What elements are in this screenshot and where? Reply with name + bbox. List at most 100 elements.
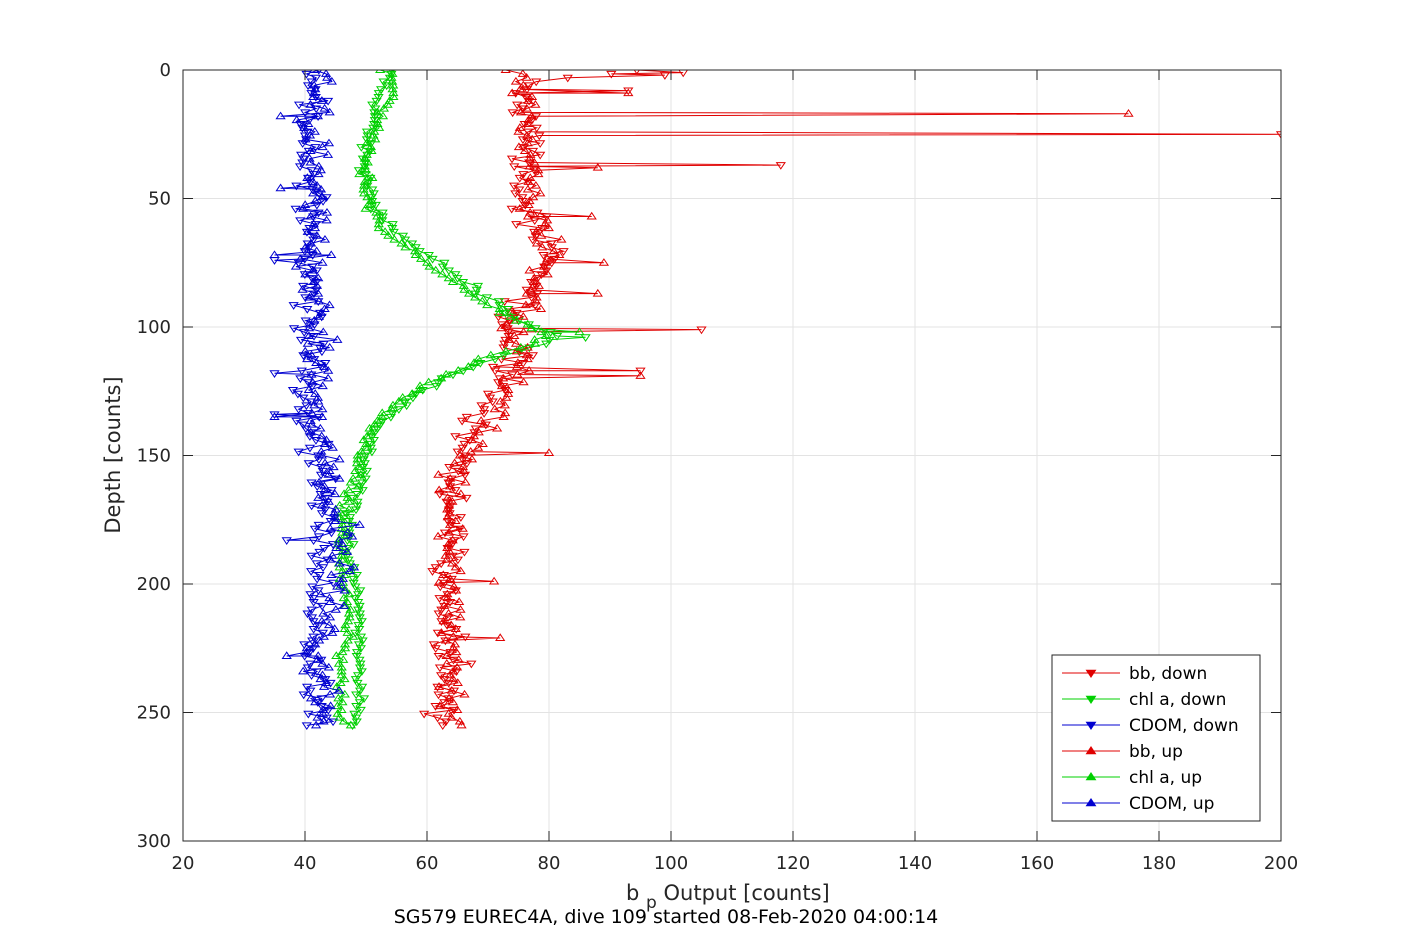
legend: bb, down chl a, down CDOM, down bb, up chl a… xyxy=(1051,654,1261,822)
data-point xyxy=(450,433,461,441)
data-point xyxy=(307,265,319,274)
data-point xyxy=(512,101,523,110)
legend-marker xyxy=(1085,798,1097,807)
data-point xyxy=(520,300,532,309)
data-point xyxy=(452,678,463,686)
data-point xyxy=(367,101,378,110)
data-point xyxy=(435,583,446,592)
data-point xyxy=(317,629,329,638)
data-point xyxy=(293,101,305,110)
data-point xyxy=(522,211,534,220)
data-point xyxy=(301,70,312,79)
plot-area xyxy=(269,70,1281,731)
x-tick-label: 140 xyxy=(898,853,932,874)
data-point xyxy=(312,699,323,707)
data-point xyxy=(448,643,459,652)
data-point xyxy=(386,404,397,413)
x-tick-label: 100 xyxy=(654,853,688,874)
data-point xyxy=(354,625,365,634)
data-point xyxy=(441,651,452,659)
data-point xyxy=(529,339,541,347)
data-point xyxy=(298,204,309,212)
data-point xyxy=(379,227,391,235)
data-point xyxy=(331,651,342,659)
data-point xyxy=(432,629,443,638)
x-axis-label: b p Output [counts] xyxy=(626,881,830,913)
data-point xyxy=(423,377,434,386)
data-point xyxy=(357,464,369,472)
data-point xyxy=(410,250,421,259)
data-point xyxy=(494,302,505,310)
data-point xyxy=(356,668,367,677)
data-point xyxy=(361,138,372,147)
data-point xyxy=(297,124,308,133)
data-point xyxy=(375,86,387,94)
data-point xyxy=(442,504,453,513)
data-point xyxy=(535,151,546,160)
data-point xyxy=(312,483,323,492)
data-point xyxy=(530,113,542,121)
data-point xyxy=(306,552,317,561)
data-point xyxy=(447,697,459,706)
data-point xyxy=(360,443,372,451)
data-point xyxy=(324,342,335,351)
data-point xyxy=(366,196,377,205)
data-point xyxy=(325,679,336,688)
data-point xyxy=(518,377,529,386)
data-point xyxy=(311,246,322,255)
data-point xyxy=(307,595,319,603)
data-point xyxy=(507,88,518,97)
data-point xyxy=(440,718,452,727)
data-point xyxy=(523,366,535,374)
data-point xyxy=(348,575,359,584)
data-point xyxy=(427,255,438,264)
data-point xyxy=(424,261,435,270)
data-point xyxy=(364,147,376,156)
data-point xyxy=(490,367,501,376)
data-point xyxy=(348,541,359,549)
data-point xyxy=(329,512,340,521)
data-point xyxy=(310,697,321,706)
data-point xyxy=(369,126,380,135)
data-point xyxy=(352,454,363,463)
data-point xyxy=(306,502,317,511)
data-point xyxy=(309,223,321,232)
series-bb-up xyxy=(432,70,1134,729)
data-point xyxy=(444,547,455,555)
data-point xyxy=(310,144,321,152)
data-point xyxy=(446,712,457,721)
data-point xyxy=(433,485,445,494)
data-point xyxy=(522,354,533,363)
data-point xyxy=(305,687,316,696)
data-point xyxy=(323,470,334,478)
data-point xyxy=(439,699,450,707)
data-point xyxy=(538,252,549,260)
data-point xyxy=(355,470,366,478)
data-point xyxy=(450,585,462,594)
data-point xyxy=(355,706,366,715)
data-point xyxy=(635,367,646,376)
data-point xyxy=(350,466,361,474)
data-point xyxy=(275,183,286,192)
data-point xyxy=(351,691,362,700)
data-point xyxy=(373,219,384,228)
legend-label: bb, up xyxy=(1129,742,1183,762)
data-point xyxy=(354,664,366,673)
data-point xyxy=(354,520,365,528)
data-point xyxy=(527,352,539,360)
data-point xyxy=(319,481,330,490)
data-point xyxy=(489,356,501,364)
data-point xyxy=(336,670,347,679)
data-point xyxy=(311,560,322,569)
data-point xyxy=(484,394,496,403)
data-point xyxy=(359,188,370,197)
data-point xyxy=(317,602,328,611)
data-point xyxy=(296,367,307,376)
data-point xyxy=(313,493,324,501)
data-point xyxy=(312,288,324,297)
data-point xyxy=(355,633,367,642)
data-point xyxy=(352,450,363,459)
data-point xyxy=(294,163,306,172)
data-point xyxy=(444,481,456,490)
data-point xyxy=(354,610,366,619)
